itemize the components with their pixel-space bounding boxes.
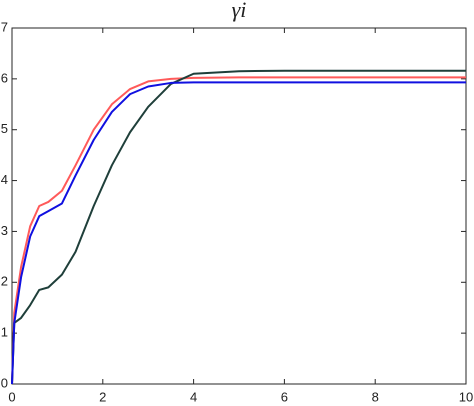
plot-frame (11, 27, 467, 385)
x-tick-label: 10 (459, 389, 473, 404)
y-tick-label: 6 (1, 70, 8, 85)
line-series (11, 69, 466, 385)
y-tick-label: 4 (1, 172, 8, 187)
y-tick-label: 0 (1, 375, 8, 390)
x-tick-label: 0 (8, 389, 15, 404)
x-tick-label: 6 (281, 389, 288, 404)
line-series (11, 81, 466, 385)
chart-title: γi (232, 0, 247, 22)
y-tick-label: 7 (1, 19, 8, 34)
x-tick-label: 2 (99, 389, 106, 404)
y-tick-label: 3 (1, 223, 8, 238)
y-tick-label: 1 (1, 325, 8, 340)
line-series (11, 76, 466, 385)
y-tick-label: 5 (1, 121, 8, 136)
x-tick-label: 8 (372, 389, 379, 404)
x-tick-label: 4 (190, 389, 197, 404)
y-tick-label: 2 (1, 274, 8, 289)
